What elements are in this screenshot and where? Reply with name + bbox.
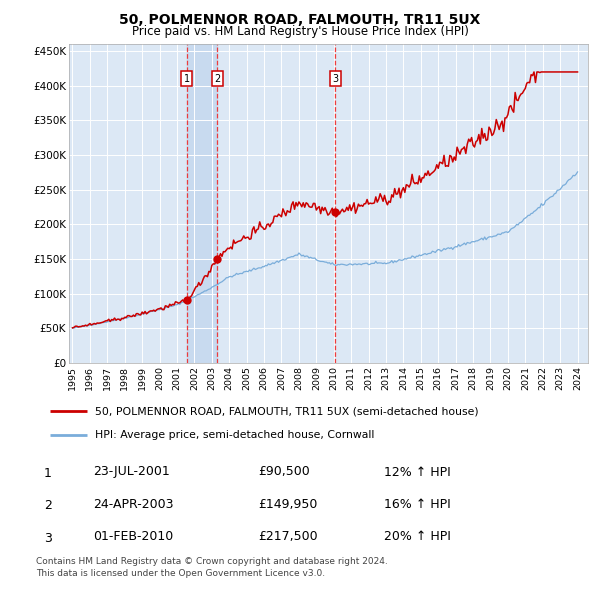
Text: 1: 1: [184, 74, 190, 84]
Text: 01-FEB-2010: 01-FEB-2010: [93, 530, 173, 543]
Text: £217,500: £217,500: [258, 530, 317, 543]
Text: 50, POLMENNOR ROAD, FALMOUTH, TR11 5UX: 50, POLMENNOR ROAD, FALMOUTH, TR11 5UX: [119, 13, 481, 27]
Text: 1: 1: [44, 467, 52, 480]
Text: 2: 2: [44, 499, 52, 512]
Bar: [187, 44, 217, 363]
Text: £149,950: £149,950: [258, 498, 317, 511]
Text: 50, POLMENNOR ROAD, FALMOUTH, TR11 5UX (semi-detached house): 50, POLMENNOR ROAD, FALMOUTH, TR11 5UX (…: [95, 407, 479, 417]
Text: 2: 2: [214, 74, 220, 84]
Text: 20% ↑ HPI: 20% ↑ HPI: [384, 530, 451, 543]
Text: HPI: Average price, semi-detached house, Cornwall: HPI: Average price, semi-detached house,…: [95, 430, 375, 440]
Text: £90,500: £90,500: [258, 466, 310, 478]
Text: 24-APR-2003: 24-APR-2003: [93, 498, 173, 511]
Text: 12% ↑ HPI: 12% ↑ HPI: [384, 466, 451, 478]
Text: 16% ↑ HPI: 16% ↑ HPI: [384, 498, 451, 511]
Text: Contains HM Land Registry data © Crown copyright and database right 2024.: Contains HM Land Registry data © Crown c…: [36, 557, 388, 566]
Text: Price paid vs. HM Land Registry's House Price Index (HPI): Price paid vs. HM Land Registry's House …: [131, 25, 469, 38]
Text: This data is licensed under the Open Government Licence v3.0.: This data is licensed under the Open Gov…: [36, 569, 325, 578]
Text: 3: 3: [332, 74, 338, 84]
Text: 23-JUL-2001: 23-JUL-2001: [93, 466, 170, 478]
Text: 3: 3: [44, 532, 52, 545]
